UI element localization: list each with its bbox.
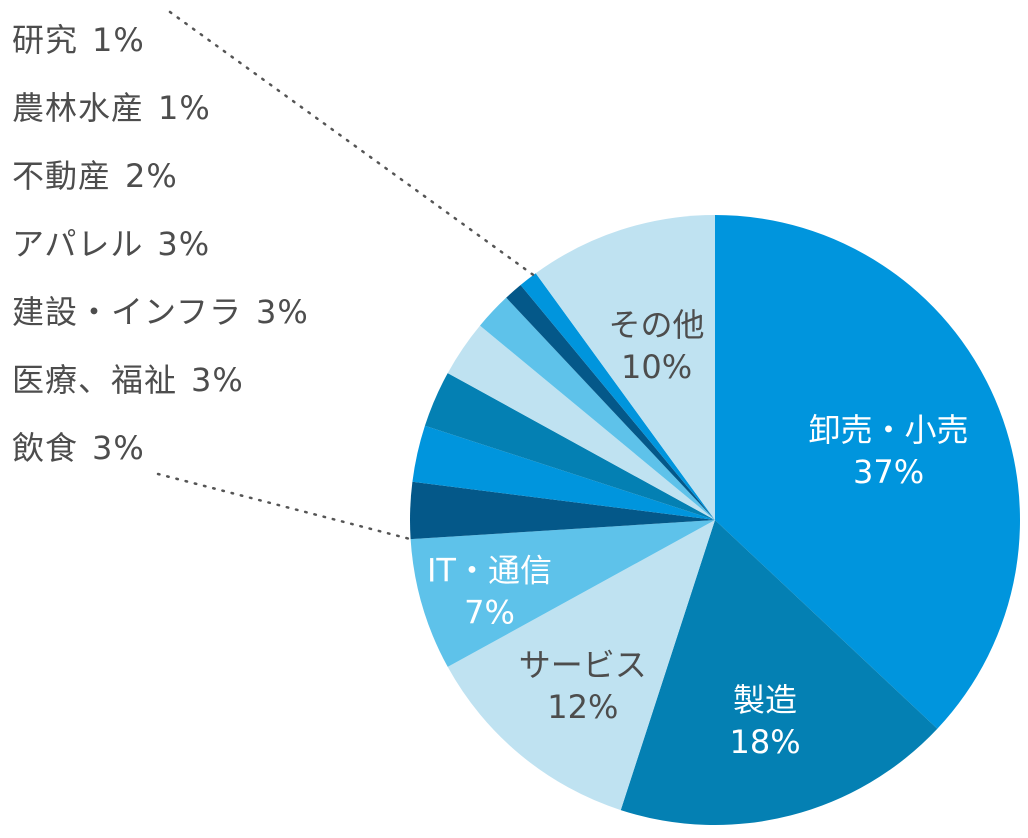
slice-label-0: 卸売・小売: [809, 411, 969, 449]
side-label-value: 3%: [256, 293, 309, 331]
pie-slice-7: [447, 325, 715, 520]
side-label-value: 3%: [92, 429, 145, 467]
slice-value-0: 37%: [853, 453, 924, 491]
side-label-value: 3%: [191, 361, 244, 399]
side-label-text: 研究: [12, 21, 79, 59]
slice-label-3: IT・通信: [427, 552, 552, 590]
side-label-6: 飲食 3%: [12, 428, 145, 468]
side-label-text: 不動産: [12, 157, 112, 195]
pie-slice-10: [520, 273, 715, 520]
pie-slice-1: [620, 520, 938, 825]
side-label-value: 1%: [92, 21, 145, 59]
pie-slice-9: [506, 284, 715, 520]
pie-slice-5: [412, 425, 715, 520]
pie-slice-6: [424, 373, 715, 520]
leader-line-top: [168, 10, 535, 277]
side-label-text: アパレル: [12, 225, 144, 263]
pie-slice-3: [410, 520, 715, 667]
pie-slice-8: [479, 297, 715, 520]
slice-value-11: 10%: [621, 348, 692, 386]
side-label-5: 医療、福祉 3%: [12, 360, 244, 400]
side-label-4: 建設・インフラ 3%: [12, 292, 309, 332]
pie-slice-0: [715, 215, 1020, 729]
slice-label-2: サービス: [519, 646, 647, 684]
side-label-value: 3%: [157, 225, 211, 263]
side-label-3: アパレル 3%: [12, 224, 210, 264]
side-label-value: 2%: [125, 157, 178, 195]
side-label-1: 農林水産 1%: [12, 88, 211, 128]
pie-slice-4: [410, 481, 715, 540]
side-label-0: 研究 1%: [12, 20, 145, 60]
slice-value-1: 18%: [729, 723, 800, 761]
slice-value-3: 7%: [464, 594, 515, 632]
pie-slice-11: [535, 215, 715, 520]
side-label-text: 農林水産: [12, 89, 145, 127]
side-label-text: 飲食: [12, 429, 79, 467]
side-label-2: 不動産 2%: [12, 156, 178, 196]
slice-label-11: その他: [609, 306, 705, 344]
slice-value-2: 12%: [547, 688, 618, 726]
pie-slice-2: [447, 520, 715, 811]
side-label-text: 建設・インフラ: [12, 293, 243, 331]
slice-label-1: 製造: [733, 681, 797, 719]
side-label-text: 医療、福祉: [12, 361, 178, 399]
leader-line-bottom: [156, 472, 412, 541]
side-label-value: 1%: [158, 89, 211, 127]
